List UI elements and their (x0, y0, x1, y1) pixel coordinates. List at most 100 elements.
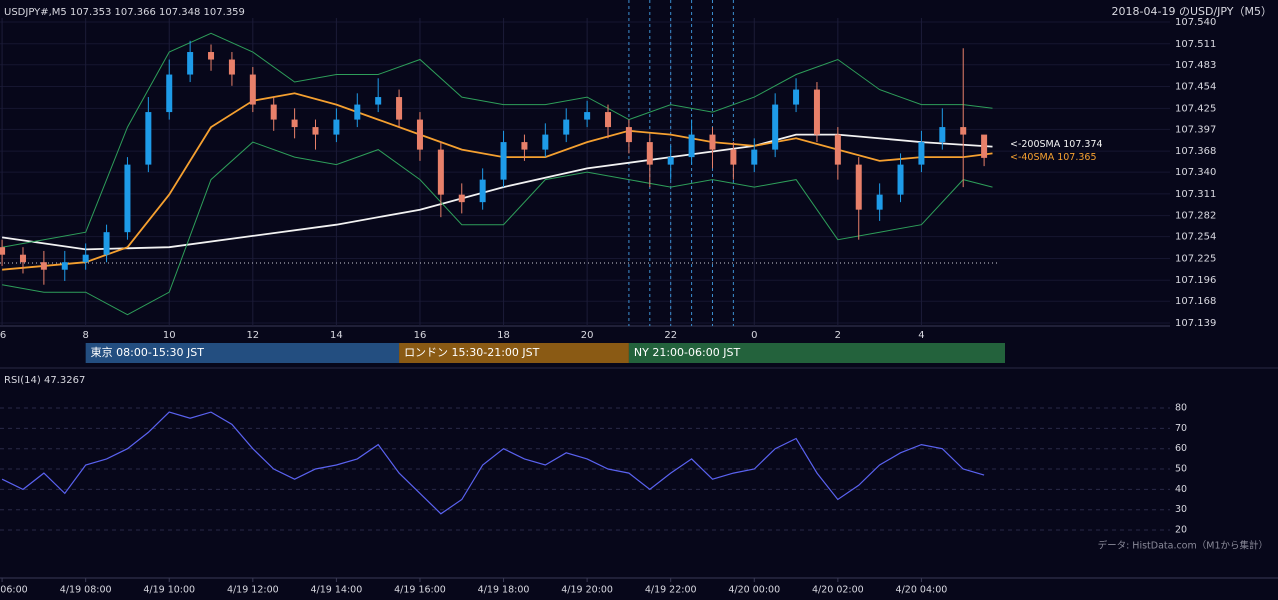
candle-body (270, 104, 277, 120)
x-tick-label: 2 (835, 330, 841, 341)
candle-body (19, 254, 26, 263)
candle-body (897, 164, 904, 195)
candle-body (375, 97, 382, 105)
candle-body (249, 74, 256, 105)
candle-body (521, 142, 528, 150)
candle-body (208, 52, 215, 60)
indicator-label: <-200SMA 107.374 (1010, 139, 1103, 150)
candle-body (187, 52, 194, 75)
indicator-line (1, 133, 993, 251)
y-tick-label: 107.368 (1175, 146, 1216, 157)
rsi-line (1, 411, 985, 515)
y-tick-label: 107.282 (1175, 211, 1216, 222)
x-tick-label: 4/19 12:00 (227, 585, 279, 596)
candle-body (688, 134, 695, 158)
y-tick-label: 107.139 (1175, 318, 1216, 329)
x-tick-label: 4/19 20:00 (561, 585, 613, 596)
candle-body (145, 112, 152, 165)
candle-body (416, 119, 423, 150)
indicator-label: <-40SMA 107.365 (1010, 152, 1097, 163)
y-tick-label: 107.511 (1175, 39, 1216, 50)
candle-body (813, 89, 820, 135)
candle-body (563, 119, 570, 135)
x-tick-label: 22 (664, 330, 677, 341)
candle-body (584, 112, 591, 120)
x-tick-label: 12 (246, 330, 259, 341)
x-tick-label: 10 (163, 330, 176, 341)
x-tick-label: 4/19 16:00 (394, 585, 446, 596)
source-note: データ: HistData.com（M1から集計） (1098, 540, 1268, 552)
candle-body (82, 254, 89, 263)
x-tick-label: 4/19 22:00 (645, 585, 697, 596)
y-tick-label: 107.540 (1175, 17, 1216, 28)
session-bar (628, 343, 1005, 363)
x-tick-label: 4/19 14:00 (311, 585, 363, 596)
x-tick-label: 4/20 00:00 (728, 585, 780, 596)
candle-body (918, 142, 925, 165)
candle-body (709, 134, 716, 150)
session-bar (399, 343, 629, 363)
y-tick-label: 107.483 (1175, 60, 1216, 71)
chart-title: USDJPY#,M5 107.353 107.366 107.348 107.3… (4, 7, 245, 18)
x-tick-label: 14 (330, 330, 343, 341)
indicator-line (2, 141, 993, 316)
x-tick-label: 4/20 04:00 (896, 585, 948, 596)
y-tick-label: 107.397 (1175, 124, 1216, 135)
candle-body (876, 194, 883, 210)
candle-body (437, 149, 444, 195)
x-tick-label: 8 (82, 330, 88, 341)
candle-body (793, 89, 800, 105)
x-tick-label: 16 (414, 330, 427, 341)
candle-body (458, 194, 465, 203)
candle-body (228, 59, 235, 75)
candle-body (939, 127, 946, 143)
y-tick-label: 107.311 (1175, 189, 1216, 200)
candle-body (40, 262, 47, 270)
candle-body (291, 119, 298, 128)
candle-body (312, 127, 319, 135)
x-tick-label: 0 (751, 330, 757, 341)
y-tick-label: 107.196 (1175, 275, 1216, 286)
candle-body (605, 112, 612, 128)
x-tick-label: 4/19 18:00 (478, 585, 530, 596)
y-tick-label: 20 (1175, 525, 1187, 536)
candle-body (751, 149, 758, 165)
candle-body (500, 142, 507, 180)
x-tick-label: 18 (497, 330, 510, 341)
session-bar (85, 343, 400, 363)
x-tick-label: 06:00 (0, 585, 27, 596)
y-tick-label: 70 (1175, 423, 1187, 434)
candle-body (855, 164, 862, 210)
candle-body (396, 97, 403, 120)
candle-body (333, 119, 340, 135)
y-tick-label: 107.454 (1175, 82, 1216, 93)
candle-body (0, 247, 6, 255)
y-tick-label: 107.254 (1175, 232, 1216, 243)
x-tick-label: 20 (581, 330, 594, 341)
candle-body (166, 74, 173, 113)
y-tick-label: 50 (1175, 464, 1187, 475)
candle-body (124, 164, 131, 233)
x-tick-label: 4/20 02:00 (812, 585, 864, 596)
candle-body (772, 104, 779, 150)
x-tick-label: 4 (918, 330, 924, 341)
candle-body (834, 134, 841, 165)
candle-body (960, 127, 967, 135)
x-tick-label: 4/19 10:00 (143, 585, 195, 596)
y-tick-label: 107.168 (1175, 296, 1216, 307)
y-tick-label: 107.225 (1175, 253, 1216, 264)
candle-body (646, 142, 653, 165)
y-tick-label: 30 (1175, 504, 1187, 515)
candle-body (542, 134, 549, 150)
candle-body (103, 232, 110, 255)
y-tick-label: 40 (1175, 484, 1187, 495)
y-tick-label: 107.425 (1175, 103, 1216, 114)
x-tick-label: 4/19 08:00 (60, 585, 112, 596)
candle-body (61, 262, 68, 270)
candle-body (667, 157, 674, 165)
y-tick-label: 60 (1175, 443, 1187, 454)
chart-subtitle: 2018-04-19 のUSD/JPY（M5） (1112, 5, 1272, 18)
candle-body (730, 149, 737, 165)
rsi-title: RSI(14) 47.3267 (4, 375, 85, 386)
